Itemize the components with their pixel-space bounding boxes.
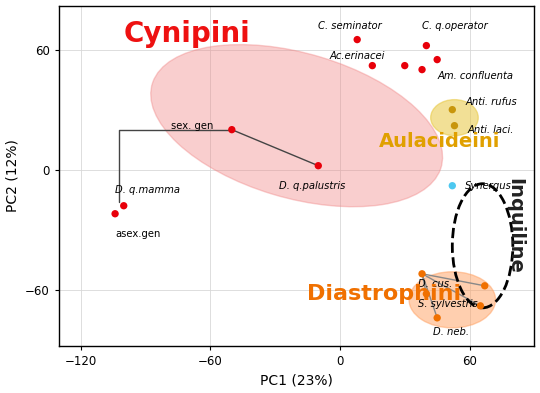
Text: S. sylvestris: S. sylvestris — [418, 299, 477, 309]
Text: asex.gen: asex.gen — [115, 229, 160, 239]
Ellipse shape — [431, 100, 478, 136]
Point — [314, 163, 322, 169]
Point — [119, 202, 128, 209]
Text: Cynipini: Cynipini — [124, 20, 251, 48]
Point — [433, 315, 442, 321]
Text: Aulacideini: Aulacideini — [379, 132, 500, 151]
Text: Synergus: Synergus — [465, 181, 512, 191]
Point — [448, 107, 457, 113]
Point — [448, 183, 457, 189]
Point — [422, 42, 431, 49]
Point — [418, 66, 427, 73]
Ellipse shape — [409, 272, 496, 328]
Point — [353, 37, 361, 43]
Point — [450, 123, 459, 129]
Text: Inquiline: Inquiline — [505, 178, 524, 274]
Text: D. q.palustris: D. q.palustris — [279, 181, 346, 191]
Text: C. seminator: C. seminator — [318, 20, 382, 31]
Text: D. neb.: D. neb. — [433, 327, 469, 337]
Text: Anti. laci.: Anti. laci. — [468, 125, 514, 135]
Text: Am. confluenta: Am. confluenta — [437, 71, 513, 81]
Text: D. q.mamma: D. q.mamma — [115, 185, 180, 195]
X-axis label: PC1 (23%): PC1 (23%) — [260, 373, 333, 387]
Y-axis label: PC2 (12%): PC2 (12%) — [5, 139, 19, 212]
Text: Anti. rufus: Anti. rufus — [465, 97, 517, 107]
Point — [111, 211, 119, 217]
Point — [368, 62, 376, 69]
Point — [418, 271, 427, 277]
Point — [476, 303, 485, 309]
Text: D. cus.: D. cus. — [418, 279, 452, 289]
Point — [227, 127, 236, 133]
Point — [481, 283, 489, 289]
Text: C. q.operator: C. q.operator — [422, 20, 488, 31]
Text: Ac.erinacei: Ac.erinacei — [329, 51, 384, 61]
Text: sex. gen: sex. gen — [171, 121, 214, 130]
Point — [422, 291, 431, 297]
Point — [433, 57, 442, 63]
Ellipse shape — [151, 44, 443, 207]
Point — [401, 62, 409, 69]
Text: Diastrophini: Diastrophini — [307, 284, 462, 304]
